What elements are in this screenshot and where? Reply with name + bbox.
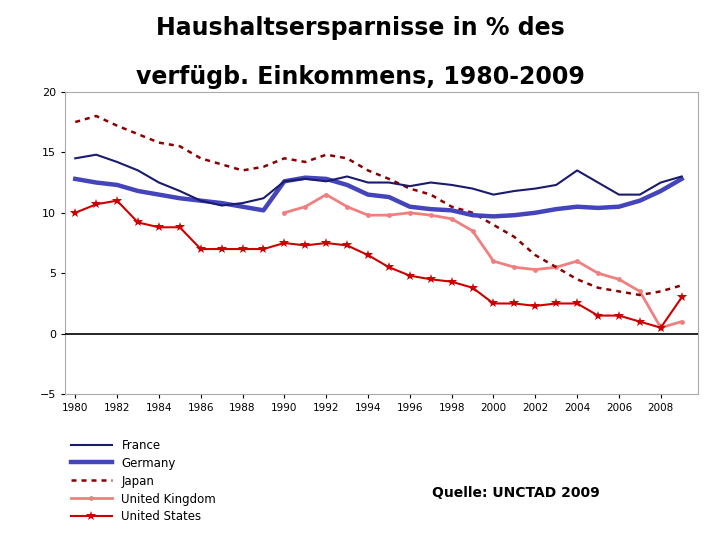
Legend: France, Germany, Japan, United Kingdom, United States: France, Germany, Japan, United Kingdom, … [71,440,216,523]
Text: verfügb. Einkommens, 1980-2009: verfügb. Einkommens, 1980-2009 [135,65,585,89]
Text: Quelle: UNCTAD 2009: Quelle: UNCTAD 2009 [432,486,600,500]
Text: Haushaltsersparnisse in % des: Haushaltsersparnisse in % des [156,16,564,40]
